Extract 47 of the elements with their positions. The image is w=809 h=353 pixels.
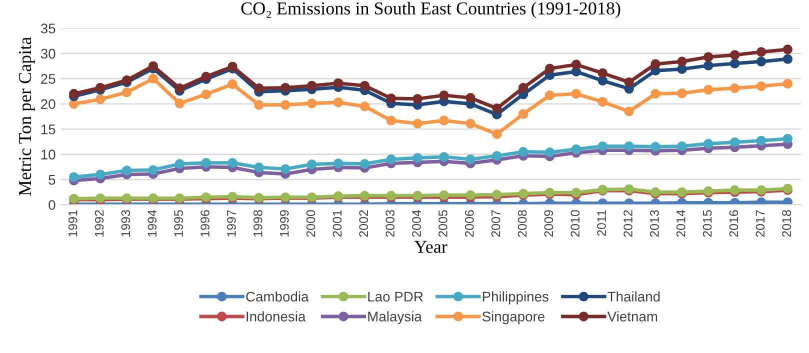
x-tick-label: 2016	[729, 210, 738, 237]
x-tick-label: 1995	[174, 210, 183, 236]
legend-label: Singapore	[482, 311, 544, 324]
y-tick-label: 5	[48, 175, 56, 185]
legend-label: Malaysia	[368, 311, 422, 324]
x-tick-label: 1992	[94, 210, 104, 236]
x-tick-label: 2011	[597, 210, 606, 236]
y-tick-label: 0	[48, 200, 56, 210]
y-axis-title: Metric Ton per Capita	[19, 37, 35, 196]
x-tick-label: 2002	[359, 210, 368, 237]
x-tick-label: 2003	[386, 210, 394, 237]
x-tick-label: 2012	[624, 210, 632, 237]
x-tick-label: 2010	[570, 210, 580, 237]
x-tick-label: 2006	[464, 210, 474, 237]
y-tick-label: 20	[41, 99, 56, 110]
chart-title: CO₂ Emissions in South East Countries (1991-2018)	[241, 2, 620, 18]
legend-label: Cambodia	[246, 291, 309, 302]
x-tick-label: 1991	[68, 210, 78, 236]
x-tick-label: 2015	[702, 210, 712, 237]
x-tick-label: 1998	[253, 210, 262, 236]
legend-label: Thailand	[608, 291, 660, 302]
legend-label: Vietnam	[607, 311, 658, 322]
x-tick-label: 2007	[491, 210, 500, 237]
legend-label: Lao PDR	[368, 292, 423, 302]
x-axis-title: Year	[414, 240, 448, 253]
y-tick-label: 35	[40, 24, 56, 34]
x-tick-label: 2008	[518, 210, 527, 237]
y-tick-label: 30	[40, 48, 56, 59]
x-tick-label: 2018	[782, 210, 792, 237]
x-tick-label: 2014	[676, 210, 686, 237]
legend-label: Philippines	[482, 291, 548, 304]
x-tick-label: 2005	[438, 210, 448, 237]
x-tick-label: 2017	[756, 210, 765, 237]
x-tick-label: 1994	[148, 210, 157, 236]
x-tick-label: 1999	[280, 210, 289, 236]
x-tick-label: 1993	[121, 210, 130, 236]
y-tick-label: 15	[41, 124, 56, 134]
y-tick-label: 25	[41, 74, 56, 84]
x-tick-label: 2009	[544, 210, 554, 237]
x-tick-label: 2004	[412, 210, 421, 237]
x-tick-label: 1996	[200, 210, 210, 236]
x-tick-label: 2001	[332, 210, 342, 237]
legend-label: Indonesia	[246, 311, 306, 322]
y-tick-label: 10	[41, 150, 56, 160]
x-tick-label: 2000	[306, 210, 316, 237]
x-tick-label: 1997	[227, 210, 236, 236]
x-tick-label: 2013	[650, 210, 659, 237]
